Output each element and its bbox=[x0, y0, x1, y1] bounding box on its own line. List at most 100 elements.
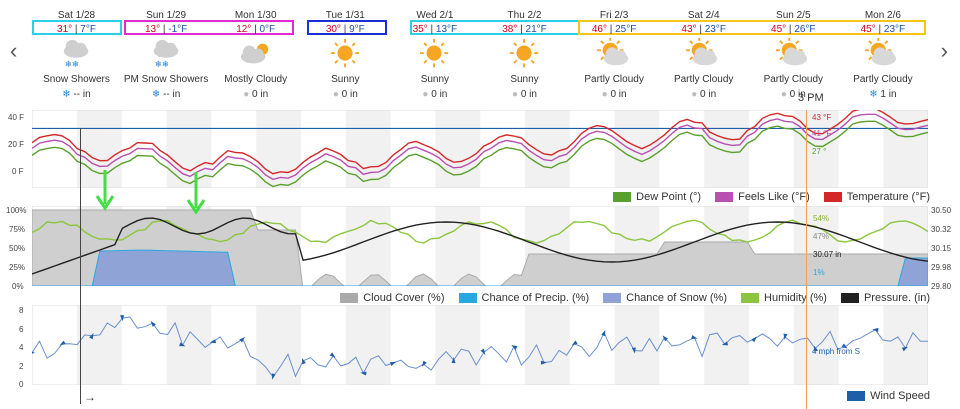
day-date: Sat 2/4 bbox=[687, 10, 720, 21]
day-date: Mon 2/6 bbox=[864, 10, 901, 21]
temperature-chart[interactable] bbox=[31, 107, 929, 189]
next-arrow-button[interactable]: › bbox=[940, 38, 948, 63]
day-column[interactable]: Sun 2/5 45° | 26°F Partly Cloudy ● 0 in bbox=[749, 0, 838, 110]
wind-chart[interactable] bbox=[29, 304, 929, 386]
precip-readout: 1% bbox=[813, 268, 825, 277]
day-temps: 45° | 26°F bbox=[771, 24, 816, 35]
day-temps: 35° | 13°F bbox=[412, 24, 458, 35]
wind-readout: 4 mph from S bbox=[812, 347, 861, 356]
day-column[interactable]: Thu 2/2 38° | 21°F Sunny ● 0 in bbox=[480, 0, 569, 110]
wind-direction-arrow bbox=[421, 360, 427, 367]
humidity-legend: Cloud Cover (%) Chance of Precip. (%) Ch… bbox=[340, 292, 930, 304]
wind-direction-arrow bbox=[360, 371, 367, 376]
night-band bbox=[525, 305, 570, 385]
snow-icon: ❄❄ bbox=[63, 39, 89, 69]
temperature-plot bbox=[31, 107, 929, 189]
wind-direction-arrow bbox=[691, 335, 698, 339]
day-condition: Sunny bbox=[510, 74, 539, 85]
legend-chance-precip[interactable]: Chance of Precip. (%) bbox=[458, 292, 589, 304]
day-condition: Sunny bbox=[420, 74, 450, 85]
legend-humidity[interactable]: Humidity (%) bbox=[741, 292, 827, 304]
day-condition: Partly Cloudy bbox=[763, 74, 824, 85]
day-temps: 12° | 0°F bbox=[236, 24, 276, 35]
wind-speed-line bbox=[31, 316, 928, 378]
cloudy-sun-icon bbox=[241, 43, 269, 64]
wind-direction-arrow bbox=[89, 332, 94, 340]
day-temps: 30° | 9°F bbox=[325, 24, 365, 35]
wind-y-label-2: 2 bbox=[19, 362, 24, 371]
dew-readout: 27 ° bbox=[812, 147, 827, 156]
day-column[interactable]: Wed 2/1 35° | 13°F Sunny ● 0 in bbox=[390, 0, 479, 110]
day-column[interactable]: Fri 2/3 46° | 25°F Partly Cloudy ● 0 in bbox=[570, 0, 659, 110]
legend-temperature[interactable]: Temperature (°F) bbox=[823, 191, 930, 203]
wind-direction-arrow bbox=[872, 327, 879, 332]
day-precip: ● 0 in bbox=[332, 89, 358, 100]
night-band bbox=[435, 305, 481, 385]
wind-direction-arrow bbox=[721, 341, 729, 346]
legend-cloud-cover[interactable]: Cloud Cover (%) bbox=[340, 292, 445, 304]
highlight-box-cyan bbox=[32, 20, 122, 35]
night-band bbox=[77, 305, 122, 385]
pressure-label-2980: 29.80 bbox=[931, 282, 952, 291]
partly-icon bbox=[865, 38, 897, 66]
temp-y-label-40: 40 F bbox=[8, 113, 25, 122]
cursor-time-label: 3 PM bbox=[798, 92, 824, 104]
partly-icon bbox=[686, 38, 718, 66]
feels-readout: 41 °F bbox=[812, 129, 832, 138]
temp-y-label-0: 0 F bbox=[12, 167, 24, 176]
wind-direction-arrow bbox=[302, 357, 306, 365]
day-date: Tue 1/31 bbox=[325, 10, 365, 21]
day-temps: 13° | -1°F bbox=[144, 24, 188, 35]
day-column[interactable]: Tue 1/31 30° | 9°F Sunny ● 0 in bbox=[301, 0, 390, 110]
day-column[interactable]: Mon 2/6 45° | 23°F Partly Cloudy ❄ 1 in bbox=[838, 0, 927, 110]
sun-icon bbox=[330, 38, 359, 68]
day-column[interactable]: Sat 2/4 43° | 23°F Partly Cloudy ● 0 in bbox=[659, 0, 748, 110]
legend-dew-point[interactable]: Dew Point (°) bbox=[613, 191, 701, 203]
day-precip: ● 0 in bbox=[243, 89, 269, 100]
day-date: Sat 1/28 bbox=[57, 10, 96, 21]
day-date: Sun 2/5 bbox=[776, 10, 811, 21]
day-date: Wed 2/1 bbox=[416, 10, 454, 21]
hum-y-label-100: 100% bbox=[6, 206, 27, 215]
legend-pressure[interactable]: Pressure. (in) bbox=[840, 292, 930, 304]
wind-direction-arrow bbox=[150, 320, 156, 327]
day-condition: Partly Cloudy bbox=[853, 74, 913, 85]
wind-legend: Wind Speed bbox=[847, 390, 930, 402]
hum-y-label-0: 0% bbox=[12, 282, 24, 291]
day-condition: Mostly Cloudy bbox=[224, 74, 288, 85]
wind-direction-arrow bbox=[239, 336, 245, 343]
sun-icon bbox=[420, 38, 449, 68]
day-column[interactable]: Sun 1/29 13° | -1°F ❄❄ PM Snow Showers ❄ -- … bbox=[122, 0, 211, 110]
partly-icon bbox=[775, 38, 807, 66]
wind-direction-arrow bbox=[783, 333, 788, 340]
wind-direction-arrow bbox=[59, 340, 66, 346]
day-column[interactable]: Mon 1/30 12° | 0°F Mostly Cloudy ● 0 in bbox=[211, 0, 300, 110]
cursor-line[interactable] bbox=[806, 110, 807, 409]
feels-like-line bbox=[31, 113, 929, 181]
scroll-arrow-icon[interactable]: → bbox=[84, 390, 96, 404]
wind-direction-arrow bbox=[813, 345, 819, 352]
humidity-chart[interactable] bbox=[31, 205, 929, 291]
day-date: Sun 1/29 bbox=[146, 10, 187, 21]
day-condition: PM Snow Showers bbox=[123, 74, 209, 85]
night-band bbox=[77, 110, 122, 188]
wind-direction-arrow bbox=[841, 343, 848, 349]
night-band bbox=[435, 206, 481, 286]
day-date: Thu 2/2 bbox=[507, 10, 542, 21]
day-temps: 45° | 23°F bbox=[860, 24, 906, 35]
night-band bbox=[793, 305, 839, 385]
day-column[interactable]: Sat 1/28 31° | 7°F ❄❄ Snow Showers ❄ -- in bbox=[32, 0, 121, 110]
green-arrow-icon-1 bbox=[95, 170, 115, 211]
wind-direction-arrow bbox=[329, 352, 336, 358]
legend-wind-speed[interactable]: Wind Speed bbox=[847, 390, 930, 402]
green-arrow-icon-2 bbox=[186, 172, 206, 215]
legend-feels-like[interactable]: Feels Like (°F) bbox=[715, 191, 810, 203]
wind-direction-arrow bbox=[751, 336, 757, 343]
wind-direction-arrow bbox=[511, 345, 518, 350]
day-precip: ❄ -- in bbox=[151, 89, 181, 100]
prev-arrow-button[interactable]: ‹ bbox=[10, 38, 18, 63]
pressure-label-3032: 30.32 bbox=[931, 225, 952, 234]
legend-chance-snow[interactable]: Chance of Snow (%) bbox=[603, 292, 727, 304]
day-condition: Partly Cloudy bbox=[584, 74, 644, 85]
day-temps: 31° | 7°F bbox=[57, 24, 96, 35]
